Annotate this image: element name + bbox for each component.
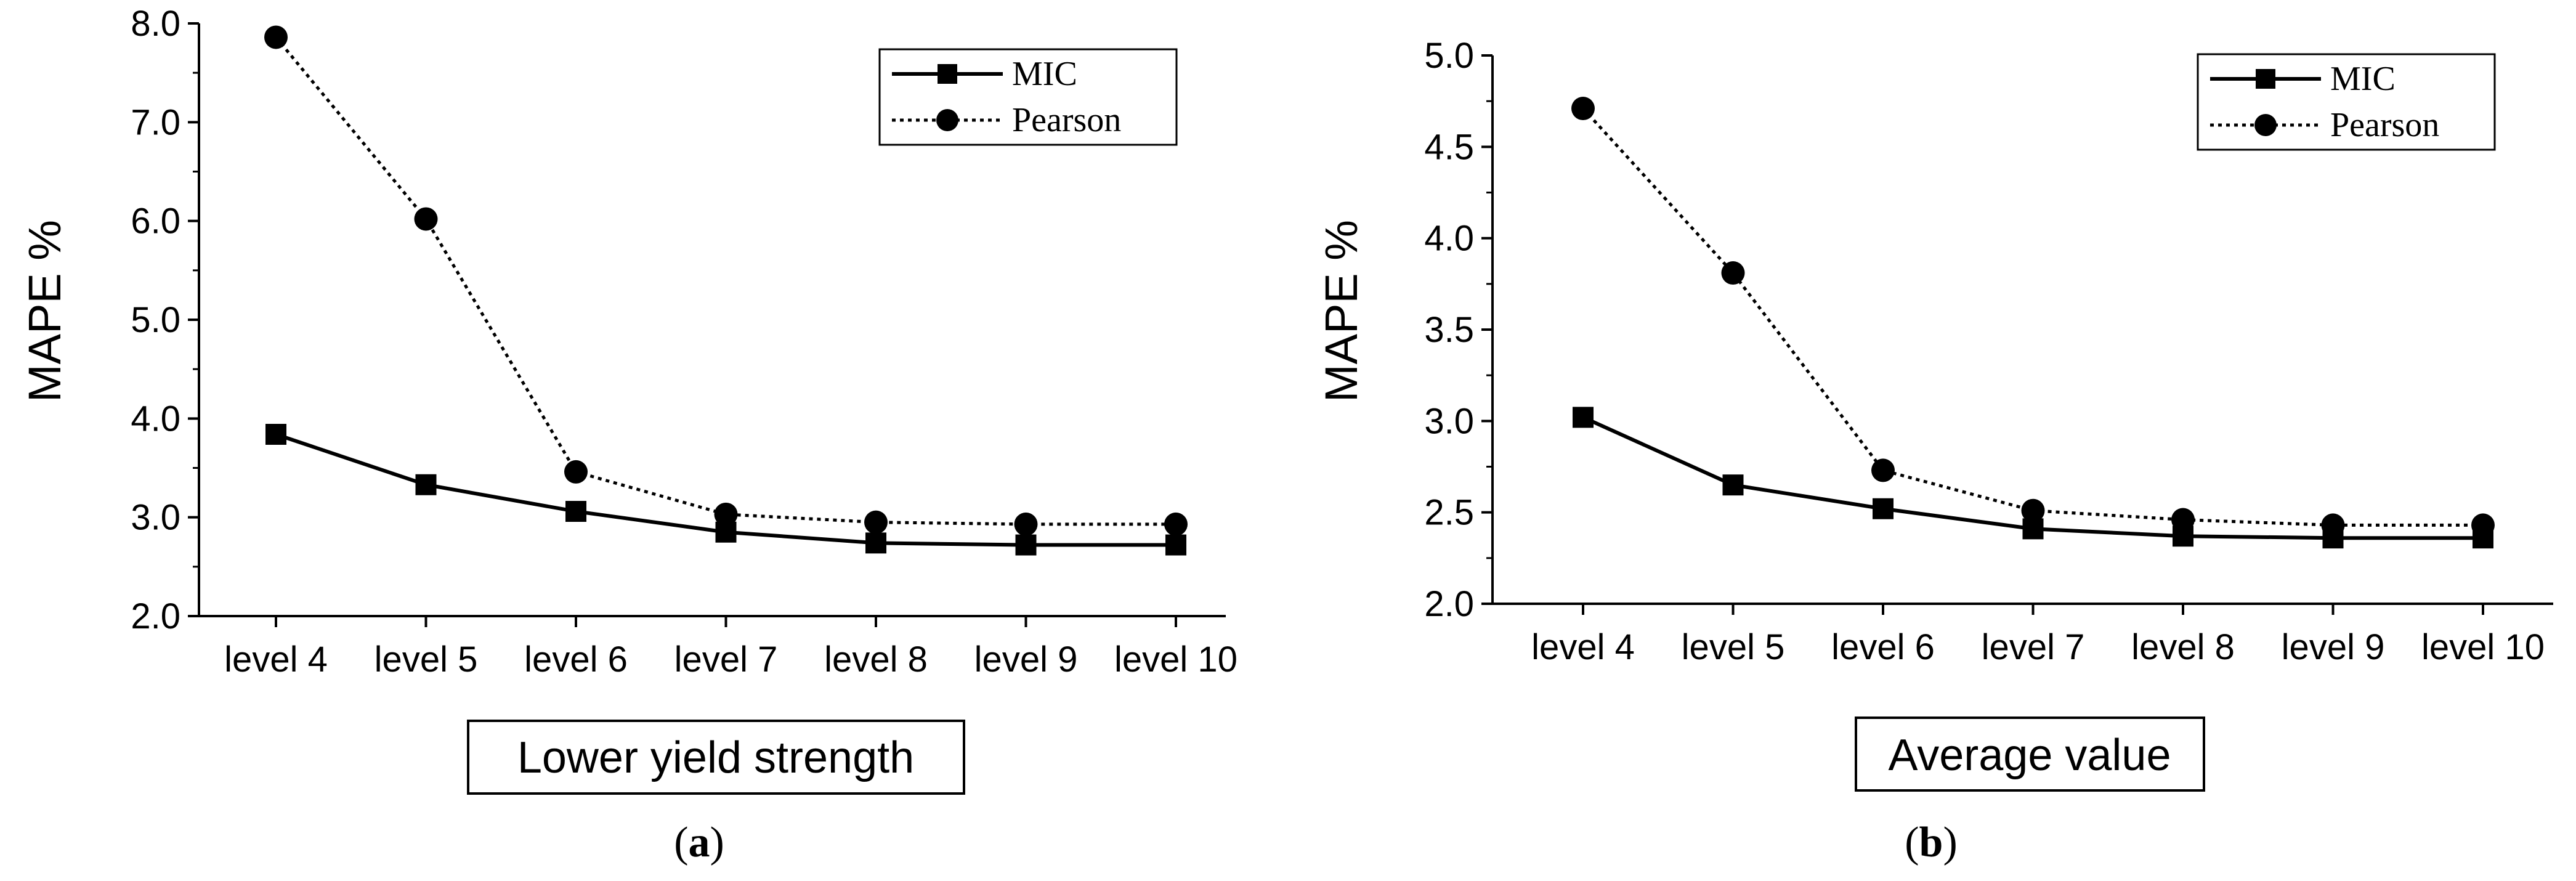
legend-marker-pearson-b (2254, 114, 2277, 136)
legend-box-b (2197, 53, 2496, 151)
x-axis-title-b: Average value (1889, 731, 2171, 780)
y-tick-label-b: 3.5 (1424, 310, 1474, 350)
series-line-pearson-b (1582, 107, 2483, 527)
legend-marker-mic-a (938, 64, 957, 84)
x-tick-label-a: level 4 (224, 639, 328, 680)
y-tick-label-a: 3.0 (131, 498, 180, 538)
data-point-mic-a (1015, 534, 1037, 556)
data-point-pearson-b (1871, 458, 1895, 482)
y-axis-label-b: MAPE % (1316, 220, 1367, 402)
plot-area-b: 2.0 2.5 3.0 3.5 4.0 4.5 5.0 level 4 level 5 level… (1424, 36, 2553, 667)
data-point-pearson-b (1571, 97, 1595, 121)
legend-label-pearson-b: Pearson (2330, 106, 2439, 144)
data-point-pearson-b (1721, 261, 1745, 285)
data-point-mic-b (1873, 498, 1894, 519)
y-tick-label-a: 7.0 (131, 102, 180, 142)
data-point-pearson-a (864, 510, 888, 534)
data-point-pearson-a (564, 460, 588, 484)
y-tick-label-a: 5.0 (131, 300, 180, 340)
panel-label-b: (b) (1905, 819, 1958, 866)
y-tick-label-b: 3.0 (1424, 401, 1474, 441)
chart-panel-a: 2.0 3.0 4.0 5.0 6.0 7.0 8.0 level 4 level 5 level… (19, 4, 1237, 866)
y-tick-label-a: 2.0 (131, 596, 180, 636)
x-title-box-b (1855, 717, 2205, 792)
y-tick-label-a: 6.0 (131, 201, 180, 242)
legend-label-pearson-a: Pearson (1012, 101, 1121, 139)
x-tick-label-a: level 10 (1114, 639, 1237, 680)
legend-marker-pearson-a (936, 109, 958, 131)
data-point-mic-a (565, 501, 586, 522)
plot-area-a: 2.0 3.0 4.0 5.0 6.0 7.0 8.0 level 4 level 5 level… (131, 4, 1237, 680)
data-point-mic-a (265, 423, 286, 445)
x-tick-label-a: level 5 (375, 639, 478, 680)
legend-label-mic-a: MIC (1012, 55, 1077, 93)
data-point-pearson-a (1164, 512, 1188, 536)
data-point-pearson-a (414, 207, 438, 231)
data-point-mic-a (1165, 534, 1186, 556)
x-tick-label-b: level 10 (2421, 627, 2545, 667)
data-point-mic-b (1722, 474, 1744, 496)
x-tick-label-b: level 9 (2282, 627, 2385, 667)
x-tick-label-b: level 4 (1531, 627, 1635, 667)
data-point-mic-a (865, 532, 886, 554)
x-title-box-a (467, 720, 965, 795)
y-tick-label-b: 2.5 (1424, 493, 1474, 533)
chart-panel-b: 2.0 2.5 3.0 3.5 4.0 4.5 5.0 level 4 level 5 level… (1316, 36, 2553, 866)
data-point-pearson-a (714, 502, 738, 526)
y-tick-label-b: 4.0 (1424, 219, 1474, 259)
x-axis-title-a: Lower yield strength (517, 733, 914, 782)
y-tick-label-b: 2.0 (1424, 584, 1474, 624)
x-tick-label-b: level 6 (1831, 627, 1935, 667)
panel-label-a: (a) (674, 819, 724, 866)
x-tick-label-b: level 7 (1982, 627, 2085, 667)
data-point-pearson-b (2321, 513, 2345, 537)
data-point-pearson-b (2021, 498, 2045, 522)
y-tick-label-a: 4.0 (131, 399, 180, 439)
data-point-mic-a (415, 474, 437, 495)
legend-box-a (878, 48, 1178, 146)
x-tick-label-a: level 9 (974, 639, 1078, 680)
x-tick-label-a: level 8 (824, 639, 928, 680)
data-point-pearson-b (2171, 508, 2195, 532)
y-tick-label-b: 5.0 (1424, 36, 1474, 76)
data-point-pearson-a (1014, 512, 1038, 536)
y-tick-label-b: 4.5 (1424, 127, 1474, 167)
x-tick-label-a: level 7 (674, 639, 778, 680)
data-point-mic-b (1573, 407, 1594, 428)
x-tick-label-a: level 6 (524, 639, 628, 680)
y-axis-label-a: MAPE % (19, 220, 70, 402)
data-point-pearson-b (2471, 513, 2495, 537)
data-point-pearson-a (264, 25, 288, 49)
legend-label-mic-b: MIC (2330, 60, 2396, 98)
x-tick-label-b: level 8 (2131, 627, 2235, 667)
legend-marker-mic-b (2256, 69, 2275, 89)
y-tick-label-a: 8.0 (131, 4, 180, 44)
x-tick-label-b: level 5 (1682, 627, 1785, 667)
